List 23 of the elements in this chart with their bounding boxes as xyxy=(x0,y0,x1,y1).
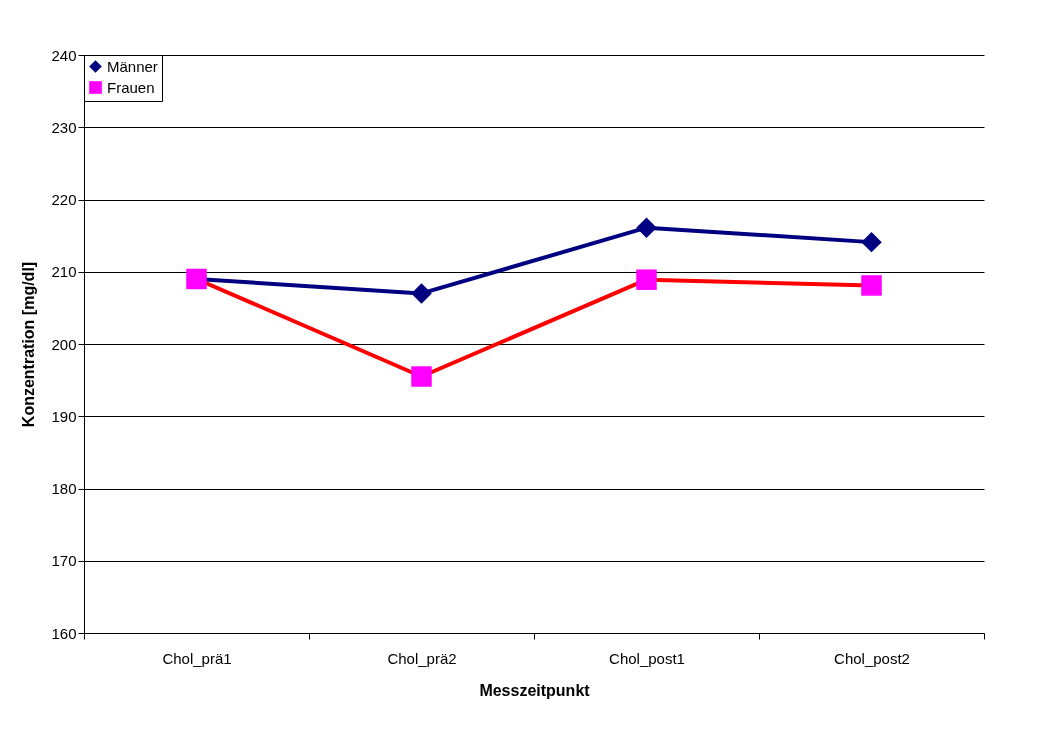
y-axis-title: Konzentration [mg/dl] xyxy=(20,261,38,428)
y-tick-label: 230 xyxy=(51,118,77,136)
legend-label: Frauen xyxy=(107,78,155,96)
point xyxy=(861,275,882,296)
point xyxy=(861,231,882,253)
legend-label: Männer xyxy=(107,57,158,75)
y-tick-label: 240 xyxy=(51,46,77,64)
y-tick-label: 160 xyxy=(51,624,77,642)
x-tick-label: Chol_post1 xyxy=(609,649,685,667)
y-tick-label: 200 xyxy=(51,335,77,353)
point xyxy=(411,283,432,304)
x-axis-title: Messzeitpunkt xyxy=(479,681,591,699)
y-tick-label: 190 xyxy=(51,407,77,425)
y-tick-label: 180 xyxy=(51,480,77,497)
point xyxy=(636,269,657,290)
x-tick-label: Chol_prä2 xyxy=(387,649,457,667)
x-tick-label: Chol_post2 xyxy=(834,649,910,667)
x-tick-label: Chol_prä1 xyxy=(162,649,232,667)
y-tick-label: 210 xyxy=(51,263,77,281)
point xyxy=(636,217,657,238)
y-tick-label: 170 xyxy=(51,552,77,570)
y-tick-label: 220 xyxy=(51,191,77,208)
point xyxy=(411,366,432,387)
